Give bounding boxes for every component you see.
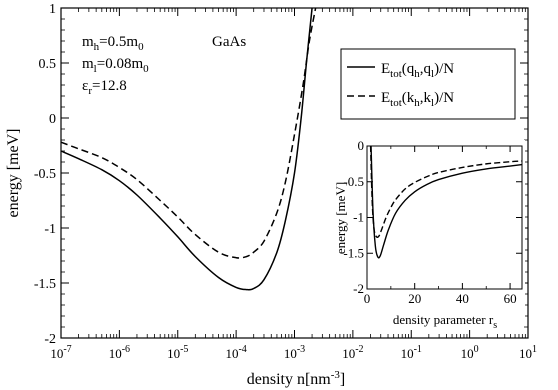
legend-box <box>340 48 516 120</box>
legend-entry-dashed: Etot(kh,kl)/N <box>381 90 454 109</box>
series-line-dashed <box>60 7 317 259</box>
inset-series <box>369 145 523 259</box>
inset-x-tick-label: 40 <box>456 291 469 306</box>
series-line-solid <box>60 7 313 291</box>
inset-background <box>333 140 525 318</box>
inset-y-tick-label: -0.5 <box>343 174 364 189</box>
x-tick-label: 10-4 <box>225 344 246 361</box>
legend: Etot(qh,ql)/N Etot(kh,kl)/N <box>340 48 516 120</box>
x-tick-label: 101 <box>519 344 537 361</box>
x-tick-label: 10-5 <box>167 344 188 361</box>
y-tick-label: 0 <box>49 112 56 127</box>
y-tick-label: 0.5 <box>39 57 57 72</box>
param-mh: mh=0.5m0 <box>82 34 144 53</box>
y-tick-label: -0.5 <box>34 167 56 182</box>
inset-x-tick-label: 60 <box>504 291 517 306</box>
inset-x-axis-label: density parameter rs <box>393 312 497 331</box>
y-tick-label: -2 <box>44 332 56 347</box>
inset-x-tick-label: 20 <box>408 291 421 306</box>
param-ml: ml=0.08m0 <box>82 56 149 75</box>
x-tick-label: 100 <box>461 344 479 361</box>
x-tick-label: 10-1 <box>401 344 422 361</box>
main-ticks: 10-7 10-6 10-5 10-4 10-3 10-2 10-1 100 10110.50-… <box>34 2 537 361</box>
main-y-axis-label: energy [meV] <box>5 129 22 218</box>
inset-series-line-dashed <box>369 145 523 239</box>
main-x-axis-label: density n[nm-3] <box>247 369 346 388</box>
material-label: GaAs <box>212 34 246 50</box>
x-tick-label: 10-2 <box>342 344 363 361</box>
inset-series-line-solid <box>370 145 523 259</box>
inset-y-tick-label: 0 <box>358 138 365 153</box>
y-tick-label: -1 <box>44 222 56 237</box>
y-tick-label: 1 <box>49 2 56 17</box>
x-tick-label: 10-7 <box>50 344 71 361</box>
main-series <box>60 7 317 291</box>
x-tick-label: 10-6 <box>109 344 130 361</box>
legend-entry-solid: Etot(qh,ql)/N <box>381 61 454 80</box>
inset-y-tick-label: -1 <box>353 210 364 225</box>
y-tick-label: -1.5 <box>34 277 56 292</box>
inset-x-tick-label: 0 <box>364 291 371 306</box>
inset-y-tick-label: -2 <box>353 281 364 296</box>
inset-ticks: 0 20 40 60 0 -0.5 -1 -1.5 -2 <box>343 138 522 306</box>
param-er: εr=12.8 <box>82 78 127 97</box>
inset-y-tick-label: -1.5 <box>343 245 364 260</box>
inset-y-axis-label: energy [meV] <box>333 182 348 254</box>
x-tick-label: 10-3 <box>284 344 305 361</box>
inset-chart: 0 20 40 60 0 -0.5 -1 -1.5 -2 energy [meV] densit… <box>333 138 525 331</box>
